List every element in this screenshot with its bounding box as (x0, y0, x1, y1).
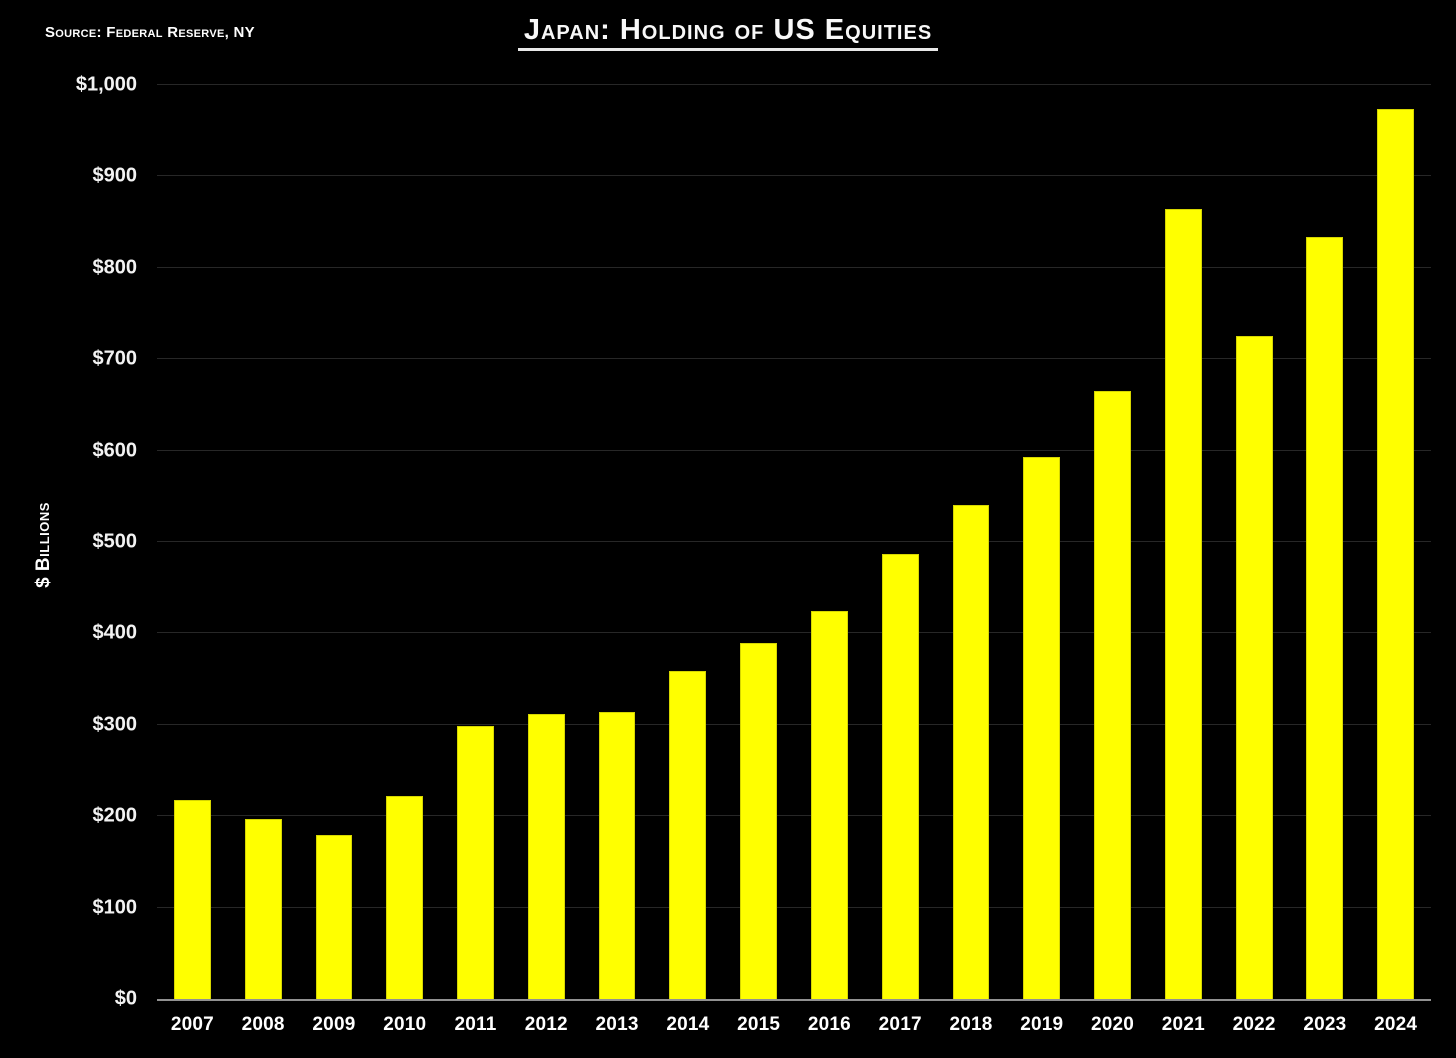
x-tick-label: 2009 (312, 1014, 356, 1035)
y-tick-label: $100 (92, 896, 138, 919)
y-tick-label: $300 (92, 713, 138, 736)
bar-slot-2008 (228, 85, 299, 999)
x-axis-tick-labels: 2007 2008 2009 2010 2011 2012 2013 2014 2015 2016… (157, 1014, 1431, 1036)
y-tick-label: $500 (92, 530, 138, 553)
gridline (157, 84, 1431, 85)
bar-slot-2009 (299, 85, 370, 999)
gridline (157, 358, 1431, 360)
bar-slot-2010 (369, 85, 440, 999)
x-tick-label: 2018 (949, 1014, 993, 1035)
y-tick-label: $700 (92, 347, 138, 370)
x-tick-label: 2010 (383, 1014, 427, 1035)
bar-slot-2015 (723, 85, 794, 999)
bar-2020 (1094, 391, 1131, 999)
y-tick-label: $900 (92, 164, 138, 187)
bar-slot-2017 (865, 85, 936, 999)
x-tick-label: 2012 (524, 1014, 568, 1035)
bar-slot-2021 (1148, 85, 1219, 999)
x-tick-label: 2016 (807, 1014, 851, 1035)
bar-2022 (1235, 336, 1273, 999)
x-tick-label: 2013 (595, 1014, 639, 1035)
x-tick-label: 2022 (1232, 1014, 1276, 1035)
x-tick-label: 2019 (1020, 1014, 1064, 1035)
bar-slot-2014 (652, 85, 723, 999)
gridline (157, 449, 1431, 451)
bar-slot-2012 (511, 85, 582, 999)
bar-2019 (1023, 457, 1061, 999)
bar-slot-2023 (1290, 85, 1361, 999)
x-tick-label: 2021 (1161, 1014, 1205, 1035)
bar-slot-2016 (794, 85, 865, 999)
gridline (157, 175, 1431, 177)
gridline (157, 906, 1431, 908)
bar-2014 (669, 670, 707, 999)
bar-2015 (740, 643, 778, 999)
source-note: Source: Federal Reserve, NY (45, 24, 255, 41)
gridline (157, 723, 1431, 725)
bar-slot-2011 (440, 85, 511, 999)
bar-2021 (1164, 209, 1202, 999)
bar-slot-2020 (1077, 85, 1148, 999)
bar-2016 (811, 610, 848, 999)
x-tick-label: 2023 (1303, 1014, 1347, 1035)
bar-slot-2024 (1360, 85, 1431, 999)
bar-2010 (386, 796, 424, 999)
x-tick-label: 2015 (737, 1014, 781, 1035)
bar-slot-2019 (1006, 85, 1077, 999)
bar-2012 (527, 713, 565, 999)
chart-title: Japan: Holding of US Equities (517, 14, 939, 51)
bar-2024 (1377, 108, 1415, 999)
x-tick-label: 2011 (454, 1014, 497, 1035)
x-tick-label: 2020 (1091, 1014, 1135, 1035)
bar-2007 (173, 799, 211, 999)
y-tick-label: $200 (92, 804, 138, 827)
x-tick-label: 2017 (878, 1014, 922, 1035)
bar-2011 (457, 725, 494, 999)
gridline (157, 266, 1431, 268)
gridline (157, 632, 1431, 634)
title-row: Japan: Holding of US Equities (0, 14, 1456, 51)
y-tick-label: $800 (92, 256, 138, 279)
bar-slot-2018 (936, 85, 1007, 999)
y-tick-label: $1,000 (75, 73, 137, 96)
x-tick-label: 2024 (1374, 1014, 1418, 1035)
bar-2013 (598, 712, 636, 999)
bar-2023 (1306, 236, 1344, 999)
plot-area (157, 84, 1431, 1001)
x-tick-label: 2014 (666, 1014, 710, 1035)
bar-2018 (952, 504, 990, 999)
x-tick-label: 2007 (170, 1014, 214, 1035)
x-tick-label: 2008 (241, 1014, 285, 1035)
bar-slot-2013 (582, 85, 653, 999)
gridline (157, 541, 1431, 542)
y-tick-label: $400 (92, 621, 138, 644)
bar-2017 (881, 553, 919, 999)
bar-2009 (315, 835, 353, 999)
y-tick-label: $600 (92, 439, 138, 462)
bar-slot-2007 (157, 85, 228, 999)
y-tick-label: $0 (114, 987, 137, 1010)
bar-slot-2022 (1219, 85, 1290, 999)
bar-series (157, 85, 1431, 999)
bar-2008 (244, 818, 282, 999)
y-axis-tick-labels: $0 $100 $200 $300 $400 $500 $600 $700 $800 $900 $1… (0, 74, 138, 1010)
gridline (157, 815, 1431, 817)
